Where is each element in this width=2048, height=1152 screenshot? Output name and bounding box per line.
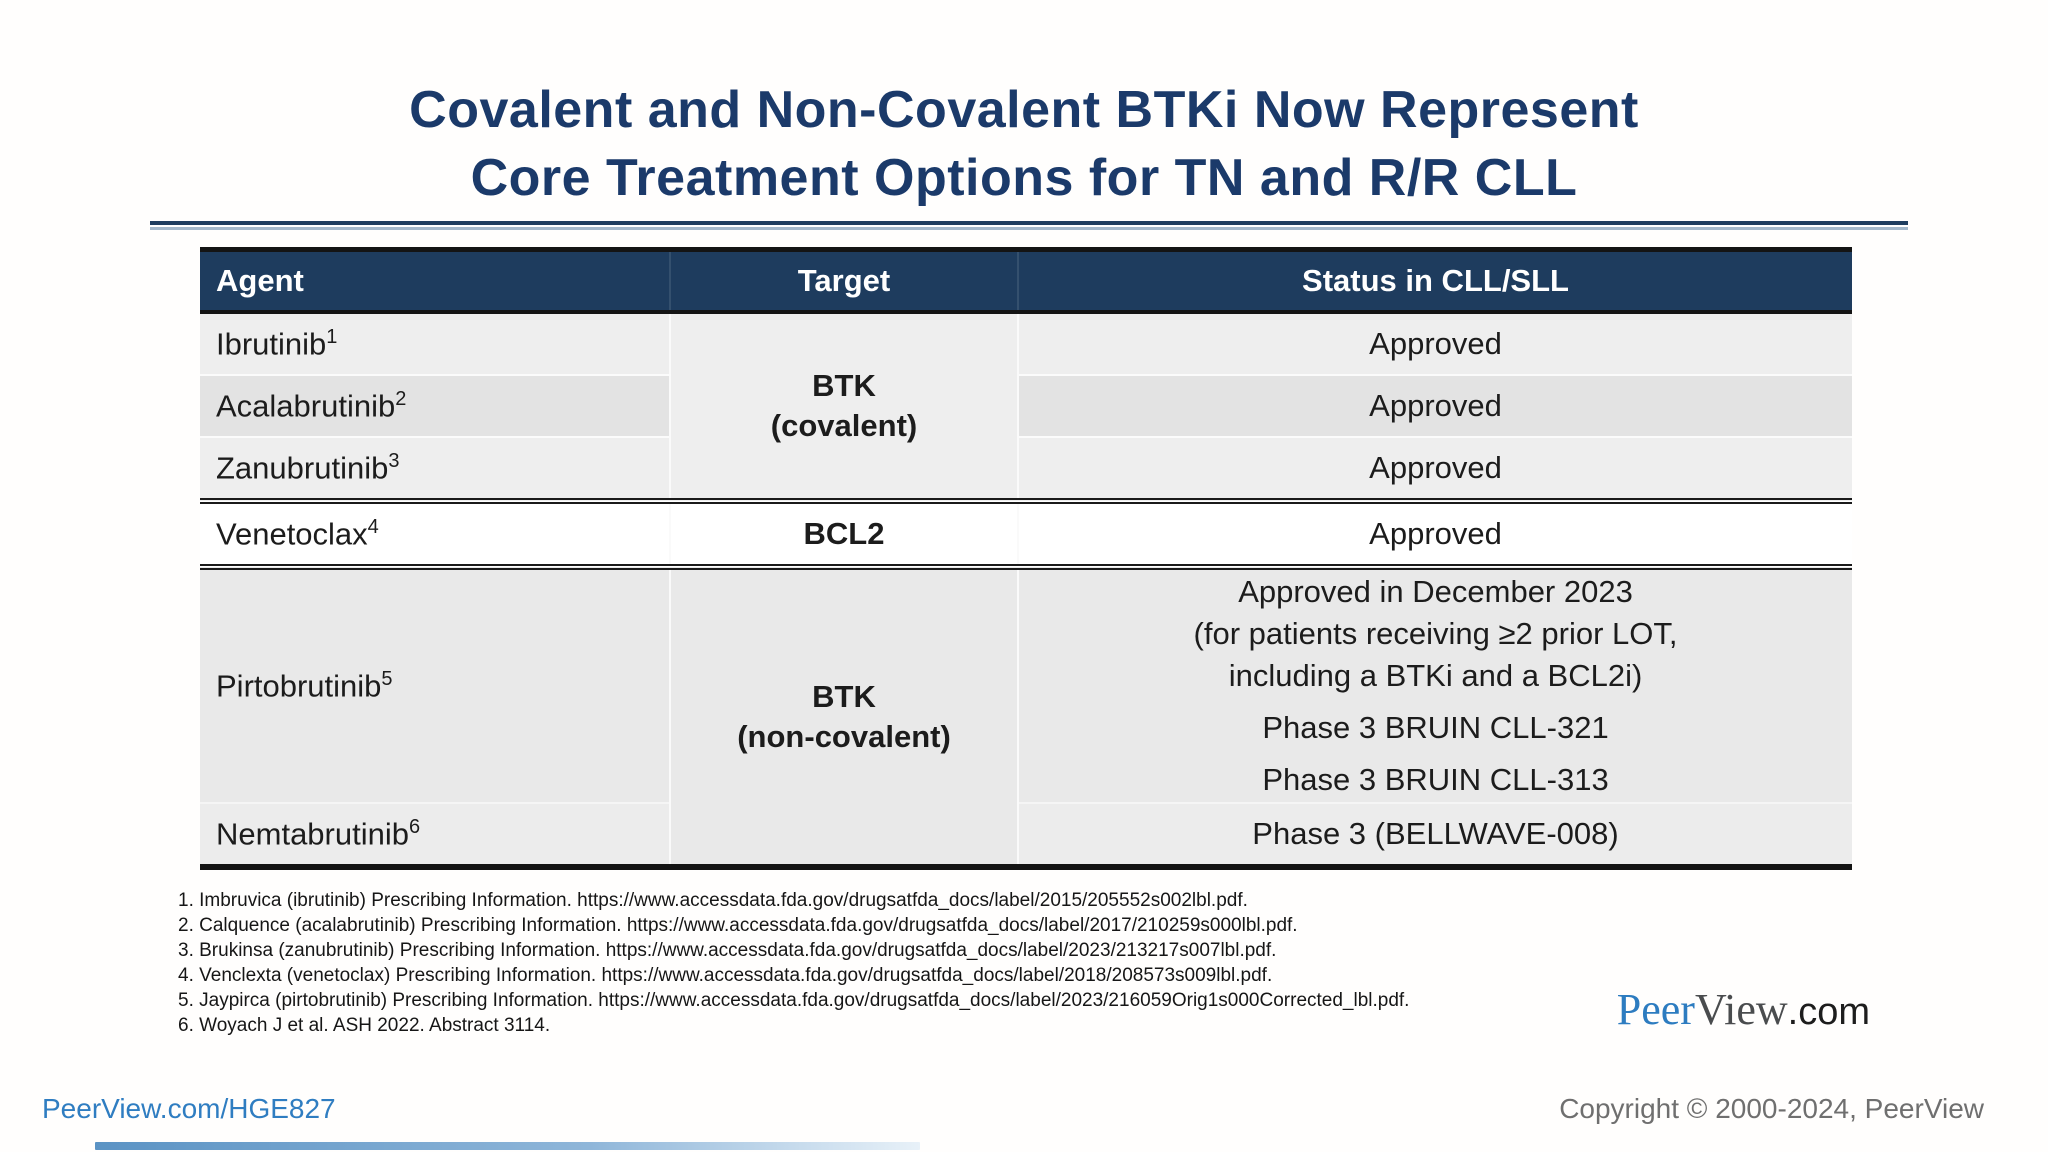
slide-title: Covalent and Non-Covalent BTKi Now Repre… bbox=[0, 76, 2048, 212]
peerview-logo: PeerView.com bbox=[1617, 984, 1870, 1035]
footnote-item: 5. Jaypirca (pirtobrutinib) Prescribing … bbox=[178, 990, 1410, 1011]
footnote-ref: 5 bbox=[381, 667, 393, 690]
agent-cell: Nemtabrutinib6 bbox=[200, 802, 670, 867]
status-line: Phase 3 BRUIN CLL-313 bbox=[1262, 762, 1609, 797]
footnote-item: 6. Woyach J et al. ASH 2022. Abstract 31… bbox=[178, 1015, 551, 1036]
agent-name: Acalabrutinib bbox=[216, 388, 396, 424]
logo-peer: Peer bbox=[1616, 985, 1695, 1034]
agent-name: Nemtabrutinib bbox=[216, 816, 409, 852]
footer-accent-bar bbox=[95, 1142, 920, 1150]
footnote-item: 4. Venclexta (venetoclax) Prescribing In… bbox=[178, 965, 1273, 986]
logo-view: View bbox=[1694, 985, 1788, 1034]
agent-cell: Zanubrutinib3 bbox=[200, 437, 670, 501]
table-row-nemtabrutinib: Nemtabrutinib6 Phase 3 (BELLWAVE-008) bbox=[200, 802, 1852, 867]
footnote-ref: 6 bbox=[408, 815, 421, 838]
status-cell: Approved bbox=[1017, 375, 1852, 438]
status-line: Approved in December 2023 bbox=[1238, 574, 1633, 609]
table-row-venetoclax: Venetoclax4 BCL2 Approved bbox=[200, 498, 1852, 567]
target-line2: (covalent) bbox=[770, 408, 918, 443]
status-line: including a BTKi and a BCL2i) bbox=[1228, 658, 1643, 693]
target-line1: BTK bbox=[812, 679, 876, 714]
treatment-table: Agent Target Status in CLL/SLL Ibrutinib… bbox=[200, 247, 1852, 870]
agent-cell: Ibrutinib1 bbox=[200, 312, 670, 376]
footnote-item: 3. Brukinsa (zanubrutinib) Prescribing I… bbox=[178, 940, 1277, 961]
status-cell: Approved bbox=[1017, 498, 1852, 567]
table-header-row: Agent Target Status in CLL/SLL bbox=[200, 249, 1852, 314]
agent-name: Zanubrutinib bbox=[216, 450, 389, 486]
status-cell: Phase 3 (BELLWAVE-008) bbox=[1017, 802, 1852, 867]
title-divider bbox=[150, 221, 1908, 230]
header-agent: Agent bbox=[200, 249, 670, 314]
header-status: Status in CLL/SLL bbox=[1017, 249, 1852, 314]
target-line1: BTK bbox=[812, 368, 876, 403]
footnote-ref: 1 bbox=[326, 325, 338, 348]
table-row-pirtobrutinib: Pirtobrutinib5 BTK (non-covalent) Approv… bbox=[200, 564, 1852, 867]
target-cell-noncovalent: BTK (non-covalent) bbox=[668, 564, 1020, 867]
status-cell-pirtobrutinib: Approved in December 2023 (for patients … bbox=[1017, 564, 1852, 803]
header-target: Target bbox=[668, 249, 1019, 314]
status-line: (for patients receiving ≥2 prior LOT, bbox=[1193, 616, 1678, 651]
footnote-ref: 2 bbox=[395, 387, 407, 410]
target-line2: (non-covalent) bbox=[737, 719, 951, 754]
status-cell: Approved bbox=[1017, 312, 1852, 376]
agent-name: Pirtobrutinib bbox=[216, 668, 382, 704]
table-row-ibrutinib: Ibrutinib1 BTK (covalent) Approved bbox=[200, 312, 1852, 501]
agent-name: Ibrutinib bbox=[216, 326, 327, 362]
copyright-text: Copyright © 2000-2024, PeerView bbox=[1559, 1093, 1984, 1124]
agent-name: Venetoclax bbox=[216, 516, 368, 552]
logo-com: .com bbox=[1787, 991, 1870, 1033]
table-row-acalabrutinib: Acalabrutinib2 Approved bbox=[200, 375, 1852, 438]
agent-cell: Acalabrutinib2 bbox=[200, 375, 670, 438]
footnotes-list: 1. Imbruvica (ibrutinib) Prescribing Inf… bbox=[178, 888, 1598, 1038]
slide-title-line1: Covalent and Non-Covalent BTKi Now Repre… bbox=[409, 81, 1639, 139]
footnote-item: 2. Calquence (acalabrutinib) Prescribing… bbox=[178, 915, 1298, 936]
status-cell: Approved bbox=[1017, 437, 1852, 501]
target-cell-bcl2: BCL2 bbox=[668, 498, 1020, 567]
agent-cell: Pirtobrutinib5 bbox=[200, 564, 670, 803]
agent-cell: Venetoclax4 bbox=[200, 498, 670, 567]
footer-link: PeerView.com/HGE827 bbox=[42, 1093, 336, 1124]
table-row-zanubrutinib: Zanubrutinib3 Approved bbox=[200, 437, 1852, 501]
slide-title-line2: Core Treatment Options for TN and R/R CL… bbox=[470, 149, 1578, 207]
status-line: Phase 3 BRUIN CLL-321 bbox=[1262, 710, 1609, 745]
footnote-ref: 4 bbox=[367, 515, 379, 538]
footnote-item: 1. Imbruvica (ibrutinib) Prescribing Inf… bbox=[178, 890, 1248, 911]
target-cell-covalent: BTK (covalent) bbox=[668, 312, 1020, 501]
treatment-table-container: Agent Target Status in CLL/SLL Ibrutinib… bbox=[200, 247, 1852, 870]
footnote-ref: 3 bbox=[388, 449, 400, 472]
